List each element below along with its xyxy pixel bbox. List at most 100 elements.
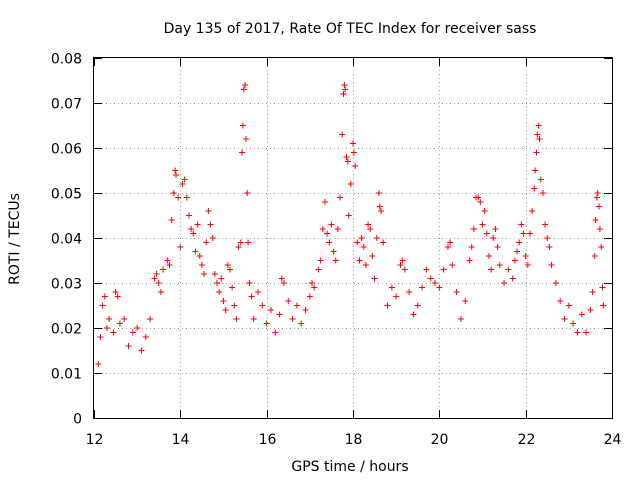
data-point xyxy=(574,329,581,336)
data-point xyxy=(462,298,469,304)
data-point xyxy=(375,190,382,196)
data-point xyxy=(205,208,212,214)
data-point xyxy=(188,226,195,232)
data-point xyxy=(250,316,257,322)
data-point xyxy=(106,316,113,322)
data-point xyxy=(311,284,318,291)
data-point xyxy=(376,203,383,210)
data-point xyxy=(436,284,443,291)
data-point xyxy=(589,289,596,295)
data-point xyxy=(255,289,262,295)
y-tick-label: 0.01 xyxy=(51,367,82,383)
y-tick-label: 0 xyxy=(73,412,82,428)
data-point xyxy=(198,262,205,268)
data-point xyxy=(481,208,488,214)
grid-lines xyxy=(94,58,612,418)
data-point xyxy=(298,320,305,327)
x-tick-label: 22 xyxy=(518,432,536,448)
data-point xyxy=(181,176,188,183)
data-point xyxy=(406,289,413,295)
data-point xyxy=(427,275,434,282)
data-point xyxy=(367,226,374,232)
data-point xyxy=(239,122,246,129)
data-point xyxy=(343,154,350,160)
data-point xyxy=(592,217,599,223)
data-point xyxy=(240,86,247,93)
data-point xyxy=(103,325,110,331)
data-point xyxy=(457,316,464,322)
data-point xyxy=(360,244,367,250)
data-point xyxy=(242,82,249,88)
data-point xyxy=(201,271,208,277)
data-point xyxy=(501,280,508,286)
data-point xyxy=(570,320,577,327)
data-point xyxy=(520,230,527,237)
data-point xyxy=(134,325,141,331)
data-point xyxy=(393,293,400,300)
data-point xyxy=(175,194,182,201)
data-point xyxy=(594,190,601,196)
data-point xyxy=(172,167,179,174)
data-point xyxy=(231,302,238,309)
data-point xyxy=(125,343,132,349)
data-point xyxy=(534,131,541,138)
data-point xyxy=(177,244,184,250)
data-point xyxy=(285,298,292,304)
data-point xyxy=(388,284,395,291)
data-point xyxy=(129,329,136,336)
data-point xyxy=(397,262,404,268)
data-point xyxy=(244,190,251,196)
data-point xyxy=(516,239,523,246)
data-point xyxy=(414,302,421,309)
data-point xyxy=(483,230,490,237)
data-point xyxy=(511,257,518,264)
data-point xyxy=(157,289,164,295)
data-point xyxy=(384,302,391,309)
data-point xyxy=(531,185,538,192)
data-point xyxy=(160,266,167,273)
data-point xyxy=(289,316,296,322)
data-point xyxy=(112,289,119,295)
data-point xyxy=(95,361,102,367)
data-point xyxy=(302,307,309,313)
y-tick-label: 0.05 xyxy=(51,187,82,203)
data-point xyxy=(526,230,533,237)
chart-title: Day 135 of 2017, Rate Of TEC Index for r… xyxy=(164,21,537,37)
data-point xyxy=(479,221,486,228)
data-point xyxy=(293,302,300,309)
data-point xyxy=(183,194,190,201)
data-point xyxy=(492,226,499,232)
data-point xyxy=(308,280,315,286)
data-point xyxy=(524,262,531,268)
y-tick-label: 0.03 xyxy=(51,277,82,293)
data-point xyxy=(599,284,606,291)
data-point xyxy=(326,239,333,246)
data-point xyxy=(542,221,549,228)
data-point xyxy=(447,239,454,246)
y-tick-label: 0.06 xyxy=(51,142,82,158)
data-point xyxy=(518,221,525,228)
data-point xyxy=(591,253,598,259)
data-point xyxy=(173,172,180,178)
data-point xyxy=(101,293,108,300)
data-point xyxy=(164,257,171,264)
data-point xyxy=(214,280,221,286)
data-point xyxy=(596,203,603,210)
data-point xyxy=(440,266,447,273)
data-point xyxy=(470,226,477,232)
data-point xyxy=(453,289,460,295)
data-point xyxy=(110,329,117,336)
data-point xyxy=(185,212,192,219)
data-point xyxy=(529,208,536,214)
data-point xyxy=(371,275,378,282)
data-point xyxy=(544,235,551,241)
data-point xyxy=(216,289,223,295)
data-point xyxy=(341,82,348,88)
data-point xyxy=(494,244,501,250)
data-point xyxy=(245,239,252,246)
data-point xyxy=(332,257,339,264)
data-point xyxy=(535,122,542,129)
data-point xyxy=(598,244,605,250)
data-point xyxy=(522,253,529,259)
axis-ticks: 0 0.01 0.02 0.03 0.04 0.05 0.06 0.07 0.08 12 14 16 1… xyxy=(51,52,622,449)
